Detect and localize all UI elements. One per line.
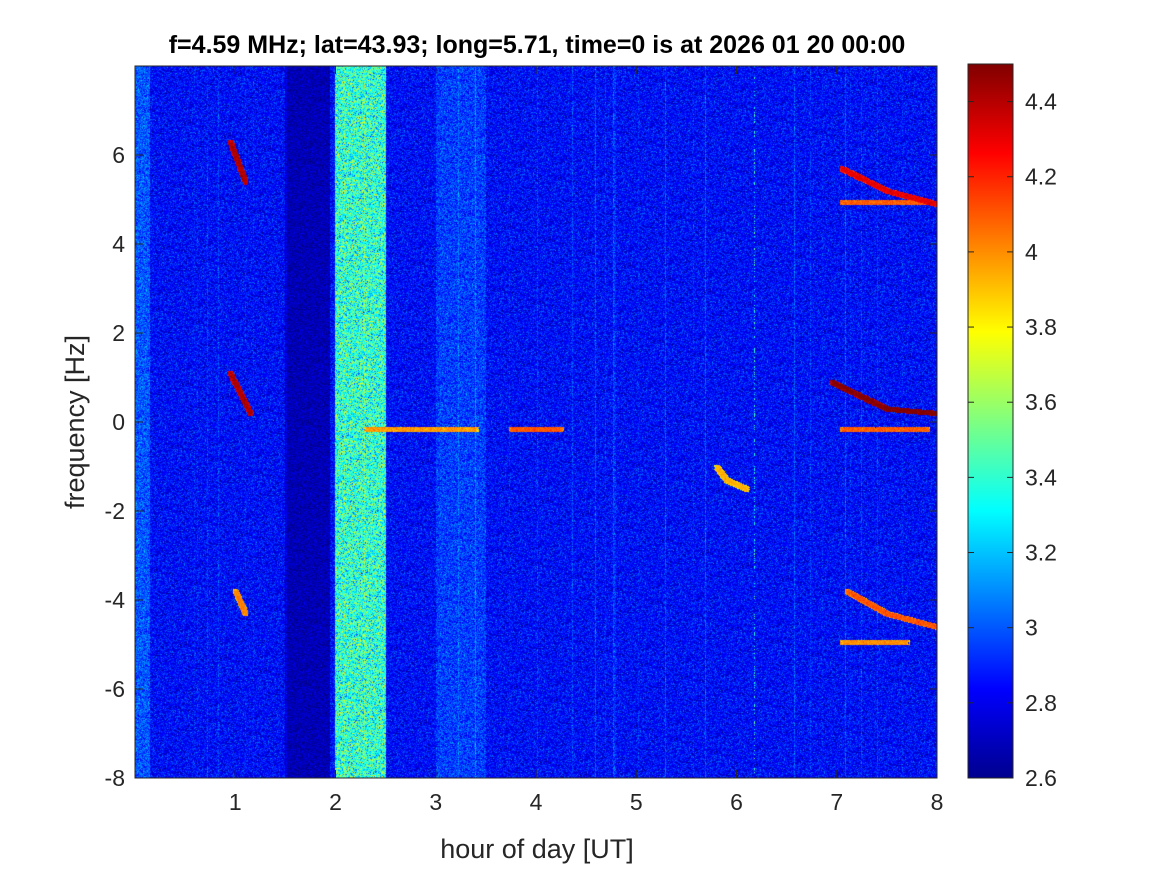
- x-axis-ticks: 1 2 3 4 5 6 7 8: [229, 66, 944, 815]
- colorbar-tick-label: 2.6: [1025, 765, 1057, 791]
- colorbar-tick-label: 4: [1025, 239, 1038, 265]
- heatmap-image: [135, 66, 937, 778]
- y-tick-label: 6: [112, 142, 125, 168]
- x-tick-label: 4: [530, 789, 543, 815]
- colorbar: [967, 63, 1014, 779]
- x-tick-label: 7: [830, 789, 843, 815]
- x-tick-label: 6: [730, 789, 743, 815]
- y-tick-label: 0: [112, 409, 125, 435]
- colorbar-tick-label: 3.2: [1025, 540, 1057, 566]
- colorbar-tick-label: 3.4: [1025, 464, 1057, 490]
- x-axis-label: hour of day [UT]: [440, 834, 634, 864]
- y-tick-label: -4: [105, 587, 126, 613]
- colorbar-tick-label: 3: [1025, 615, 1038, 641]
- colorbar-tick-label: 3.8: [1025, 314, 1057, 340]
- x-tick-label: 5: [630, 789, 643, 815]
- y-axis-ticks: -8 -6 -4 -2 0 2 4 6: [105, 142, 937, 791]
- y-tick-label: -8: [105, 765, 125, 791]
- y-tick-label: -6: [105, 676, 125, 702]
- colorbar-ticks: 2.6 2.8 3 3.2 3.4 3.6 3.8 4 4.2 4.4: [968, 89, 1057, 791]
- y-tick-label: -2: [105, 498, 125, 524]
- colorbar-tick-label: 3.6: [1025, 389, 1057, 415]
- x-tick-label: 2: [329, 789, 342, 815]
- x-tick-label: 1: [229, 789, 242, 815]
- colorbar-tick-label: 4.2: [1025, 164, 1057, 190]
- x-tick-label: 8: [931, 789, 944, 815]
- heatmap-cells: [135, 66, 937, 778]
- colorbar-tick-label: 4.4: [1025, 89, 1057, 115]
- y-axis-label: frequency [Hz]: [60, 335, 90, 509]
- y-tick-label: 2: [112, 320, 125, 346]
- y-tick-label: 4: [112, 231, 125, 257]
- chart-title: f=4.59 MHz; lat=43.93; long=5.71, time=0…: [169, 31, 906, 59]
- x-tick-label: 3: [429, 789, 442, 815]
- colorbar-tick-label: 2.8: [1025, 690, 1057, 716]
